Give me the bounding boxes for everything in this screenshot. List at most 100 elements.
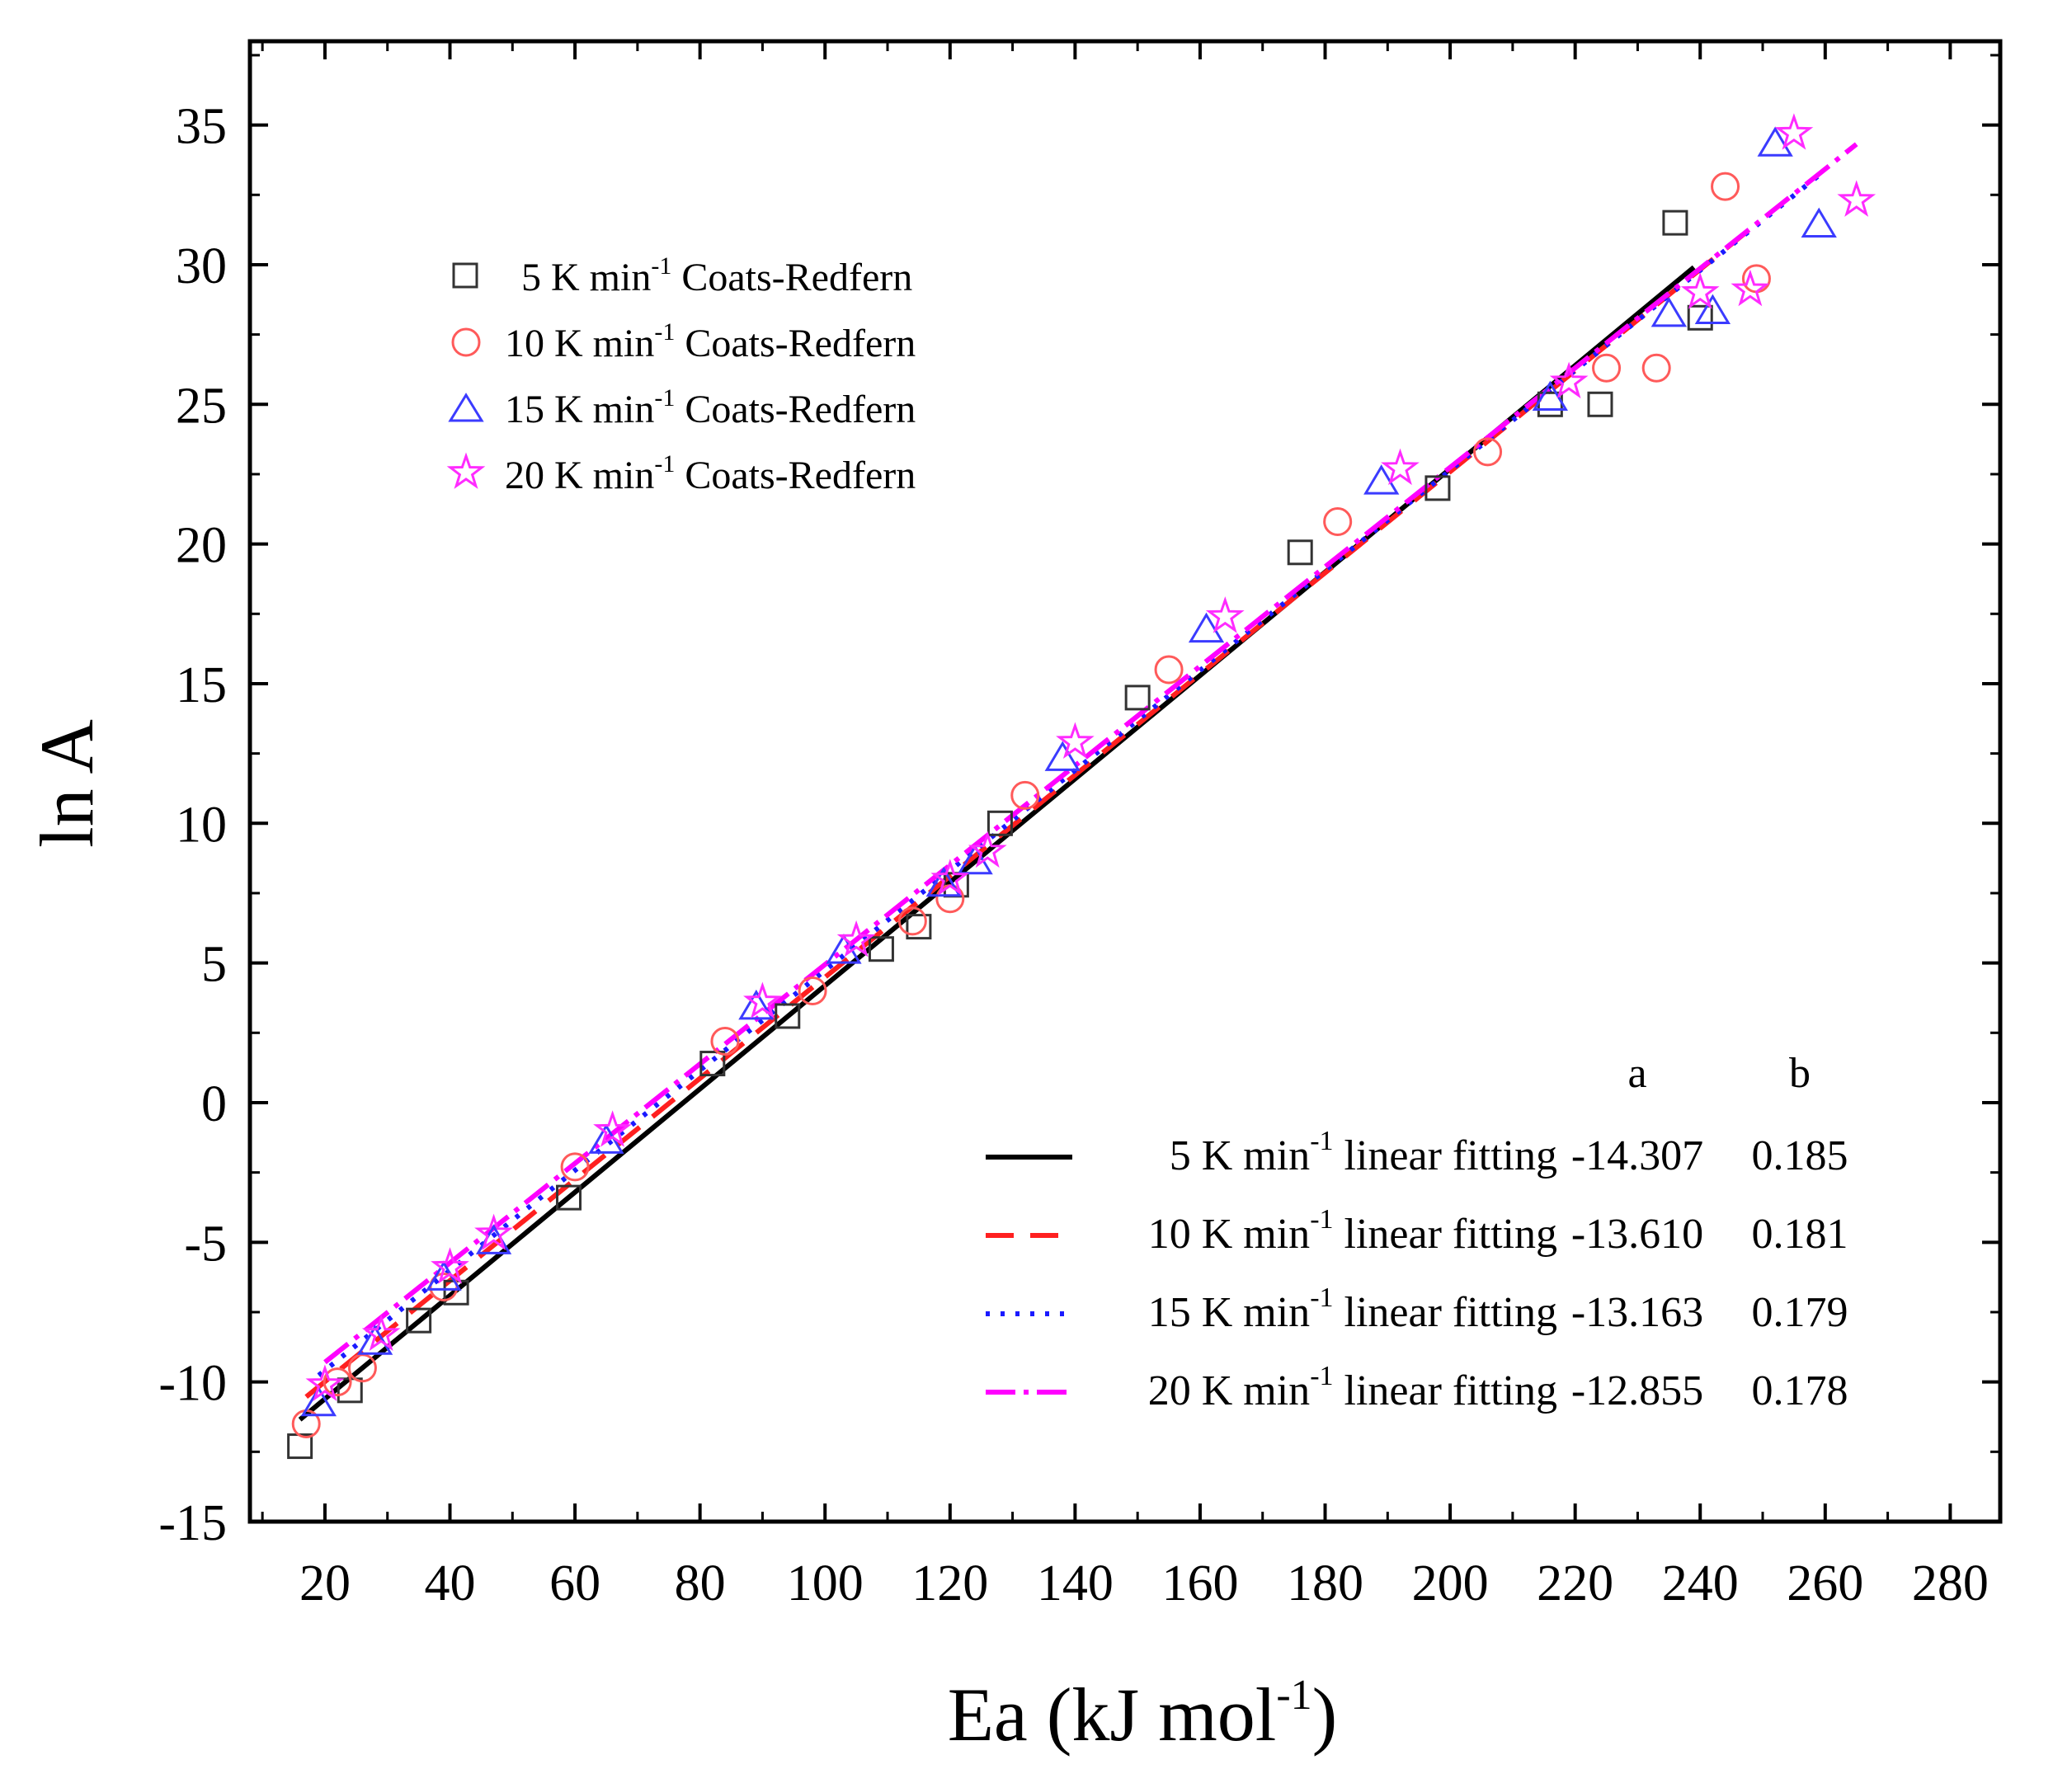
x-tick-label: 120 [911,1555,988,1612]
point-triangle [1694,294,1731,325]
legend-marker-star [446,452,486,489]
axis-ticks: 20 40 60 80 100 120 140 160 180 200 220 240 260 280-1… [158,41,2000,1612]
point-star [361,1314,401,1352]
data-points [287,113,1877,1460]
point-star [1837,180,1877,217]
scatter-legend: 5 K min-1 Coats-Redfern 10 K min-1 Coats… [446,252,916,497]
point-star [1056,722,1095,760]
y-tick-label: 35 [176,99,227,155]
legend-label-20k: 20 K min-1 Coats-Redfern [505,450,916,497]
point-square [556,1184,582,1211]
x-axis-title-sup: -1 [1276,1672,1311,1719]
y-tick-label: 25 [176,378,227,434]
point-circle [897,906,927,936]
fit-b-20k: 0.178 [1752,1367,1848,1414]
y-tick-label: 0 [201,1076,227,1132]
fit-legend-label-15k: 15 K min-1 linear fitting [1148,1282,1557,1336]
fit-legend-label-5k: 5 K min-1 linear fitting [1170,1126,1557,1179]
point-triangle [1044,741,1081,771]
point-circle [1641,353,1671,383]
point-square [406,1307,432,1334]
point-square [1124,685,1151,711]
point-star [1774,113,1814,150]
point-circle [1154,655,1184,685]
point-star [305,1364,345,1401]
fit-line-3 [323,142,1858,1365]
y-tick-label: -5 [184,1216,227,1272]
point-triangle [1363,464,1400,495]
fit-b-5k: 0.185 [1752,1132,1848,1179]
x-tick-label: 20 [299,1555,351,1612]
point-square [775,1003,801,1029]
point-circle [1592,353,1622,383]
fit-legend-label-10k: 10 K min-1 linear fitting [1148,1204,1557,1258]
point-square [1662,209,1688,236]
y-tick-label: 20 [176,518,227,574]
point-star [930,859,970,896]
x-tick-label: 220 [1537,1555,1613,1612]
point-circle [1711,172,1740,201]
point-circle [710,1026,740,1056]
x-tick-label: 240 [1662,1555,1739,1612]
point-triangle [1651,296,1687,327]
point-star [1205,596,1245,633]
point-square [699,1051,726,1077]
point-square [868,936,894,962]
point-star [1381,448,1420,486]
point-star [968,830,1007,868]
x-tick-label: 80 [675,1555,726,1612]
fit-header-b: b [1789,1050,1811,1097]
y-tick-label: -15 [158,1495,227,1551]
fit-a-20k: -12.855 [1571,1367,1703,1414]
x-tick-label: 180 [1287,1555,1363,1612]
fit-b-15k: 0.179 [1752,1289,1848,1336]
fit-legend-label-20k: 20 K min-1 linear fitting [1148,1361,1557,1414]
x-tick-label: 140 [1037,1555,1114,1612]
point-triangle [925,866,962,897]
legend-label-5k: 5 K min-1 Coats-Redfern [521,252,912,299]
point-star [1549,361,1589,399]
point-circle [1323,507,1353,537]
legend-label-10k: 10 K min-1 Coats-Redfern [505,318,916,365]
point-square [1424,475,1451,501]
legend-marker-triangle [448,393,484,422]
point-triangle [738,989,775,1020]
point-circle [1010,780,1040,810]
fit-lines [298,142,1858,1422]
point-star [743,981,782,1019]
point-square [1587,391,1613,417]
y-axis-title: ln A [25,719,109,848]
legend-label-15k: 15 K min-1 Coats-Redfern [505,384,916,431]
legend-marker-square [452,262,478,289]
y-tick-label: -10 [158,1356,227,1412]
fit-a-10k: -13.610 [1571,1211,1703,1258]
x-tick-label: 160 [1161,1555,1238,1612]
x-tick-label: 260 [1787,1555,1863,1612]
y-tick-label: 10 [176,797,227,853]
point-triangle [1188,612,1225,643]
y-tick-label: 15 [176,657,227,713]
point-square [987,810,1013,836]
fit-header-a: a [1627,1050,1646,1097]
point-square [1687,304,1713,331]
point-star [1680,272,1720,309]
point-circle [323,1367,352,1397]
point-circle [1473,437,1503,467]
x-tick-label: 280 [1912,1555,1989,1612]
fit-a-5k: -14.307 [1571,1132,1703,1179]
point-circle [560,1152,590,1182]
point-triangle [1757,126,1793,157]
point-circle [798,976,827,1006]
legend-marker-circle [451,327,481,357]
point-star [1731,269,1770,307]
point-star [431,1247,469,1284]
plot-frame [247,39,2003,1524]
fit-legend: a b 5 K min-1 linear fitting -14.307 0.1… [986,1050,1848,1414]
point-square [1287,539,1313,566]
point-star [593,1110,632,1147]
x-tick-label: 100 [787,1555,864,1612]
point-triangle [356,1325,393,1355]
point-triangle [1801,207,1837,238]
x-axis-title: Ea (kJ mol-1) [948,1672,1338,1757]
